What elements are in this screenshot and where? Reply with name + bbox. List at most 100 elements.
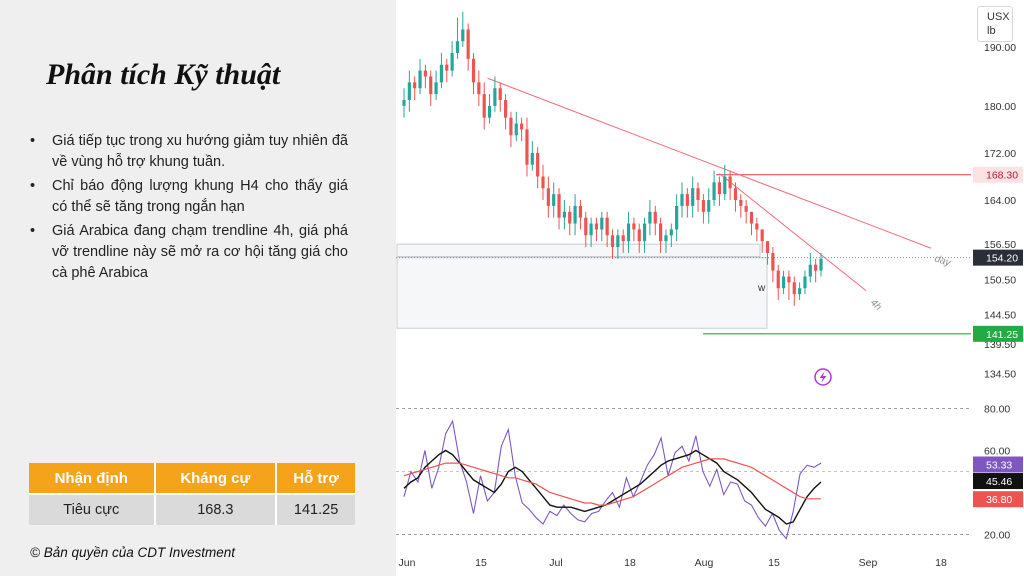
trendline-label-day: day — [933, 253, 953, 269]
copyright-text: © Bản quyền của CDT Investment — [30, 545, 236, 560]
candle-body — [525, 129, 529, 165]
candle-body — [407, 82, 411, 100]
candle-body — [637, 229, 641, 242]
candle-body — [669, 229, 673, 236]
analysis-bullet: Giá tiếp tục trong xu hướng giảm tuy nhi… — [30, 131, 348, 173]
panel-title: Phân tích Kỹ thuật — [46, 58, 281, 91]
candle-body — [733, 188, 738, 200]
y-tick-label: 150.50 — [984, 274, 1016, 286]
candle-body — [429, 76, 433, 95]
candle-body — [792, 282, 796, 295]
analysis-bullet-list: Giá tiếp tục trong xu hướng giảm tuy nhi… — [30, 131, 348, 287]
candle-body — [803, 276, 807, 289]
candle-body — [616, 235, 620, 248]
y-tick-label: 180.00 — [984, 101, 1016, 113]
x-tick-label: 15 — [475, 557, 487, 569]
candle-body — [589, 223, 593, 236]
candle-body — [749, 211, 754, 224]
last-price-tag-bg — [973, 249, 1023, 266]
table-row: Tiêu cực 168.3 141.25 — [29, 493, 355, 525]
indicator-y-tick-label: 60.00 — [984, 446, 1010, 458]
candle-body — [675, 205, 679, 230]
rsi-value-tag: 53.33 — [986, 460, 1012, 472]
candle-body — [819, 258, 823, 271]
candle-body — [653, 211, 657, 224]
candle-body — [707, 200, 711, 212]
support-value: 141.25 — [276, 493, 355, 525]
x-tick-label: 18 — [935, 557, 947, 569]
candle-body — [536, 152, 540, 177]
candle-body — [814, 264, 818, 271]
indicator-y-tick-label: 20.00 — [984, 530, 1010, 542]
support-price-tag: 141.25 — [986, 329, 1018, 341]
x-tick-label: Jun — [399, 557, 416, 569]
events-lightning-icon — [814, 368, 832, 386]
weekly-support-zone-box — [396, 257, 768, 329]
y-tick-label: 190.00 — [984, 42, 1016, 54]
candle-body — [584, 217, 588, 236]
price-chart[interactable]: day 4h w 190.00 180.00 172.00 164.00 156.50 150.… — [396, 0, 1024, 576]
candle-body — [798, 288, 802, 295]
header-resistance: Kháng cự — [154, 463, 278, 494]
candle-body — [739, 200, 743, 206]
candle-body — [691, 188, 695, 206]
candle-body — [418, 70, 422, 89]
signal-value-tag: 45.46 — [986, 476, 1012, 488]
candle-body — [450, 52, 454, 71]
candle-body — [594, 223, 599, 230]
last-price-tag: 154.20 — [986, 253, 1018, 265]
header-support: Hỗ trợ — [276, 463, 355, 494]
candle-body — [541, 176, 545, 189]
candle-body — [712, 182, 716, 200]
candle-body — [552, 194, 556, 206]
candle-body — [509, 117, 513, 136]
rsi-value-tag-bg — [973, 456, 1023, 473]
candle-body — [445, 64, 449, 71]
candles-group — [402, 11, 823, 306]
annotation-w: w — [757, 283, 766, 294]
currency-unit-button[interactable]: USX lb — [977, 6, 1013, 42]
ma-value-tag-bg — [973, 491, 1023, 508]
y-tick-label: 156.50 — [984, 239, 1016, 251]
indicator-signal-line — [403, 449, 822, 525]
candle-body — [685, 194, 689, 206]
candle-body — [781, 276, 786, 289]
candle-body — [455, 41, 460, 53]
header-assessment: Nhận định — [29, 463, 156, 494]
chart-canvas[interactable]: day 4h w 190.00 180.00 172.00 164.00 156.50 150.… — [396, 0, 1024, 576]
candle-body — [659, 223, 663, 242]
candle-body — [717, 182, 722, 195]
analysis-bullet: Chỉ báo động lượng khung H4 cho thấy giá… — [30, 176, 348, 218]
unit-currency: USX — [987, 11, 1010, 23]
unit-weight: lb — [987, 25, 996, 37]
y-tick-label: 172.00 — [984, 148, 1016, 160]
candle-body — [760, 229, 764, 242]
indicator-rsi-line — [403, 419, 822, 540]
candle-body — [610, 235, 615, 248]
x-tick-label: Sep — [859, 557, 878, 569]
candle-body — [439, 64, 444, 83]
candle-body — [471, 58, 476, 83]
candle-body — [776, 270, 780, 289]
candle-body — [557, 194, 561, 218]
candle-body — [493, 88, 497, 106]
resistance-price-tag: 168.30 — [986, 170, 1018, 182]
candle-body — [632, 223, 636, 230]
x-tick-label: Aug — [695, 557, 714, 569]
candle-body — [578, 205, 583, 218]
ma-value-tag: 36.80 — [986, 494, 1012, 506]
y-tick-label: 139.50 — [984, 339, 1016, 351]
y-tick-label: 144.50 — [984, 310, 1016, 322]
lightning-icon-bolt — [819, 371, 827, 383]
indicator-y-tick-label: 80.00 — [984, 404, 1010, 416]
candle-body — [562, 211, 566, 218]
analysis-panel: Phân tích Kỹ thuật Giá tiếp tục trong xu… — [0, 0, 396, 576]
candle-body — [461, 29, 465, 42]
h4-trendline — [719, 173, 867, 291]
resistance-value: 168.3 — [154, 493, 278, 525]
candle-body — [626, 223, 631, 242]
x-tick-label: Jul — [549, 557, 562, 569]
candle-body — [600, 217, 604, 230]
candle-body — [765, 241, 770, 253]
candle-body — [514, 123, 518, 136]
